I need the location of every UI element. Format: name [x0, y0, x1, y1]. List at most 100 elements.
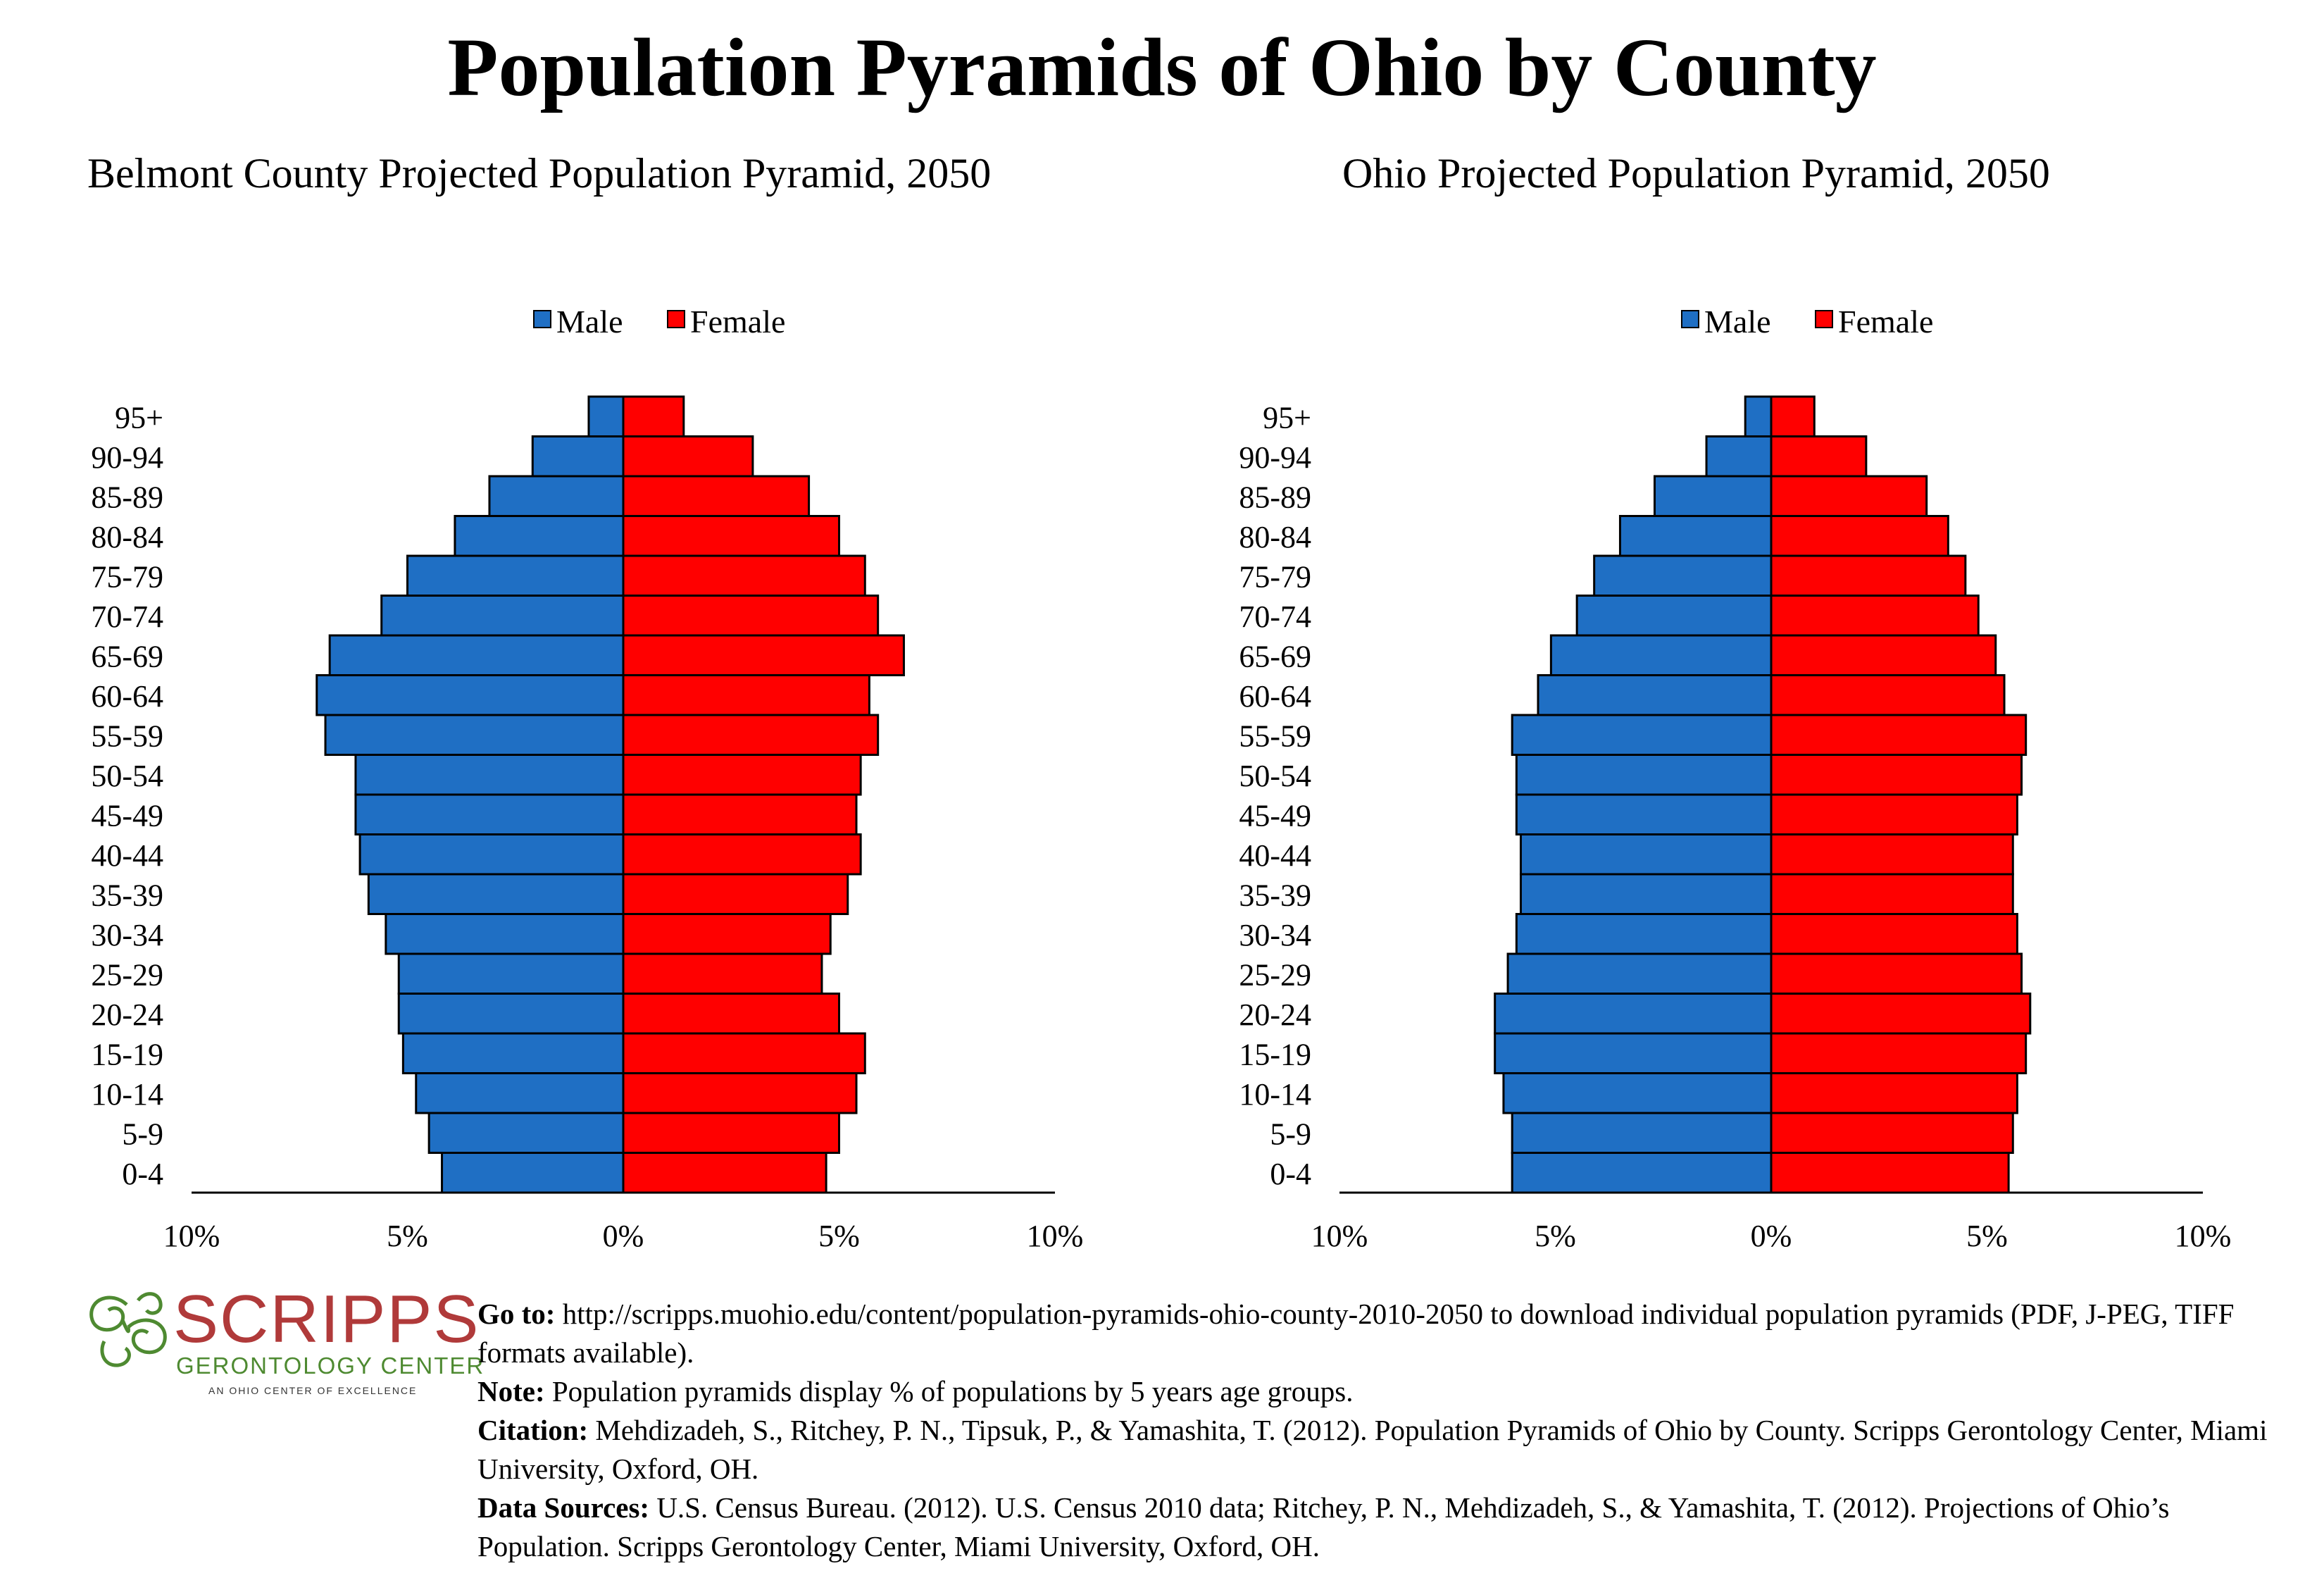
ohio-age-label-65-69: 65-69 [1239, 639, 1311, 673]
ohio-x-tick-4: 10% [2175, 1219, 2232, 1253]
ohio-bar-male-25-29 [1506, 952, 1773, 995]
ohio-bar-female-40-44 [1770, 833, 2014, 876]
belmont-bar-female-30-34 [622, 913, 832, 955]
ohio-bar-male-80-84 [1618, 515, 1773, 557]
belmont-bar-male-75-79 [406, 554, 625, 597]
logo-wordmark: SCRIPPS [173, 1281, 480, 1357]
belmont-bar-male-55-59 [324, 714, 625, 756]
belmont-legend-label-male: Male [556, 304, 623, 340]
belmont-bar-female-60-64 [622, 674, 870, 716]
belmont-bar-male-65-69 [328, 634, 625, 676]
ohio-age-label-25-29: 25-29 [1239, 957, 1311, 992]
belmont-x-tick-0: 10% [163, 1219, 220, 1253]
belmont-bar-male-15-19 [401, 1032, 625, 1074]
note-label: Note: [477, 1375, 545, 1407]
ohio-age-label-30-34: 30-34 [1239, 918, 1311, 952]
belmont-bar-female-15-19 [622, 1032, 866, 1074]
belmont-age-label-60-64: 60-64 [91, 679, 163, 714]
belmont-age-label-50-54: 50-54 [91, 759, 163, 793]
ohio-age-label-0-4: 0-4 [1270, 1157, 1311, 1191]
ohio-legend-swatch-male [1681, 310, 1699, 328]
ohio-bar-male-70-74 [1575, 595, 1773, 637]
ohio-bar-male-65-69 [1549, 634, 1773, 676]
belmont-age-label-75-79: 75-79 [91, 559, 163, 594]
belmont-age-label-15-19: 15-19 [91, 1037, 163, 1071]
belmont-x-tick-1: 5% [387, 1219, 428, 1253]
sources-text: U.S. Census Bureau. (2012). U.S. Census … [477, 1491, 2170, 1562]
ohio-bar-male-50-54 [1515, 754, 1773, 796]
belmont-bar-female-90-94 [622, 435, 754, 478]
belmont-bar-female-25-29 [622, 952, 823, 995]
ohio-bar-male-15-19 [1494, 1032, 1773, 1074]
ohio-bar-female-95 [1770, 395, 1816, 437]
chart-title-ohio: Ohio Projected Population Pyramid, 2050 [1342, 150, 2050, 197]
belmont-x-tick-4: 10% [1027, 1219, 1084, 1253]
scripps-swirl-icon [89, 1292, 167, 1367]
belmont-bar-male-20-24 [397, 993, 625, 1035]
ohio-age-label-90-94: 90-94 [1239, 440, 1311, 475]
belmont-age-label-0-4: 0-4 [122, 1157, 163, 1191]
ohio-bar-female-75-79 [1770, 554, 1967, 597]
belmont-bar-male-60-64 [316, 674, 625, 716]
ohio-bar-female-90-94 [1770, 435, 1868, 478]
ohio-x-tick-1: 5% [1535, 1219, 1576, 1253]
ohio-legend-swatch-female [1815, 310, 1833, 328]
belmont-age-label-85-89: 85-89 [91, 480, 163, 514]
note-text: Population pyramids display % of populat… [544, 1375, 1354, 1407]
belmont-bar-female-65-69 [622, 634, 905, 676]
belmont-age-label-35-39: 35-39 [91, 878, 163, 912]
ohio-legend: Male Female [1681, 304, 1933, 340]
ohio-x-tick-3: 5% [1966, 1219, 2008, 1253]
belmont-age-label-20-24: 20-24 [91, 997, 163, 1032]
ohio-bar-female-15-19 [1770, 1032, 2028, 1074]
ohio-bar-female-60-64 [1770, 674, 2006, 716]
ohio-bar-female-5-9 [1770, 1112, 2014, 1154]
ohio-bar-female-70-74 [1770, 595, 1980, 637]
belmont-x-tick-3: 5% [818, 1219, 860, 1253]
ohio-age-label-70-74: 70-74 [1239, 599, 1311, 634]
belmont-bar-female-80-84 [622, 515, 840, 557]
belmont-age-label-70-74: 70-74 [91, 599, 163, 634]
ohio-age-label-45-49: 45-49 [1239, 798, 1311, 833]
belmont-bar-male-50-54 [354, 754, 625, 796]
ohio-bar-female-10-14 [1770, 1072, 2018, 1114]
ohio-bar-male-90-94 [1705, 435, 1773, 478]
belmont-pyramid-chart: Male Female 95+ 90-94 85-89 80-84 75-79 70-74 65… [91, 304, 1084, 1253]
ohio-bar-male-60-64 [1537, 674, 1773, 716]
belmont-age-label-10-14: 10-14 [91, 1077, 163, 1112]
page-title: Population Pyramids of Ohio by County [447, 21, 1877, 113]
belmont-bar-female-75-79 [622, 554, 866, 597]
chart-title-belmont: Belmont County Projected Population Pyra… [87, 150, 992, 197]
ohio-bar-male-35-39 [1519, 873, 1773, 915]
belmont-legend-label-female: Female [690, 304, 785, 340]
ohio-bar-female-50-54 [1770, 754, 2023, 796]
ohio-age-label-50-54: 50-54 [1239, 759, 1311, 793]
belmont-bar-female-95 [622, 395, 685, 437]
belmont-age-label-95: 95+ [115, 400, 163, 435]
belmont-age-label-30-34: 30-34 [91, 918, 163, 952]
belmont-bar-female-10-14 [622, 1072, 858, 1114]
ohio-bar-female-80-84 [1770, 515, 1949, 557]
ohio-bar-female-35-39 [1770, 873, 2014, 915]
belmont-age-label-25-29: 25-29 [91, 957, 163, 992]
belmont-bar-male-10-14 [415, 1072, 625, 1114]
ohio-x-tick-0: 10% [1311, 1219, 1368, 1253]
ohio-bar-male-40-44 [1519, 833, 1773, 876]
belmont-bar-female-85-89 [622, 475, 811, 517]
ohio-bar-female-0-4 [1770, 1152, 2010, 1194]
ohio-age-label-15-19: 15-19 [1239, 1037, 1311, 1071]
citation-text: Mehdizadeh, S., Ritchey, P. N., Tipsuk, … [477, 1414, 2268, 1485]
belmont-bar-male-70-74 [380, 595, 625, 637]
belmont-legend-swatch-male [533, 310, 551, 328]
ohio-age-label-95: 95+ [1263, 400, 1311, 435]
belmont-bar-male-45-49 [354, 793, 625, 835]
scripps-logo: SCRIPPS GERONTOLOGY CENTER AN OHIO CENTE… [83, 1281, 483, 1403]
ohio-bar-female-55-59 [1770, 714, 2028, 756]
belmont-bar-male-40-44 [358, 833, 625, 876]
footnotes: Go to: http://scripps.muohio.edu/content… [477, 1295, 2309, 1566]
belmont-legend: Male Female [533, 304, 785, 340]
belmont-bar-female-40-44 [622, 833, 862, 876]
citation-note: Citation: Mehdizadeh, S., Ritchey, P. N.… [477, 1411, 2309, 1488]
ohio-x-tick-2: 0% [1751, 1219, 1792, 1253]
method-note: Note: Population pyramids display % of p… [477, 1372, 2309, 1411]
